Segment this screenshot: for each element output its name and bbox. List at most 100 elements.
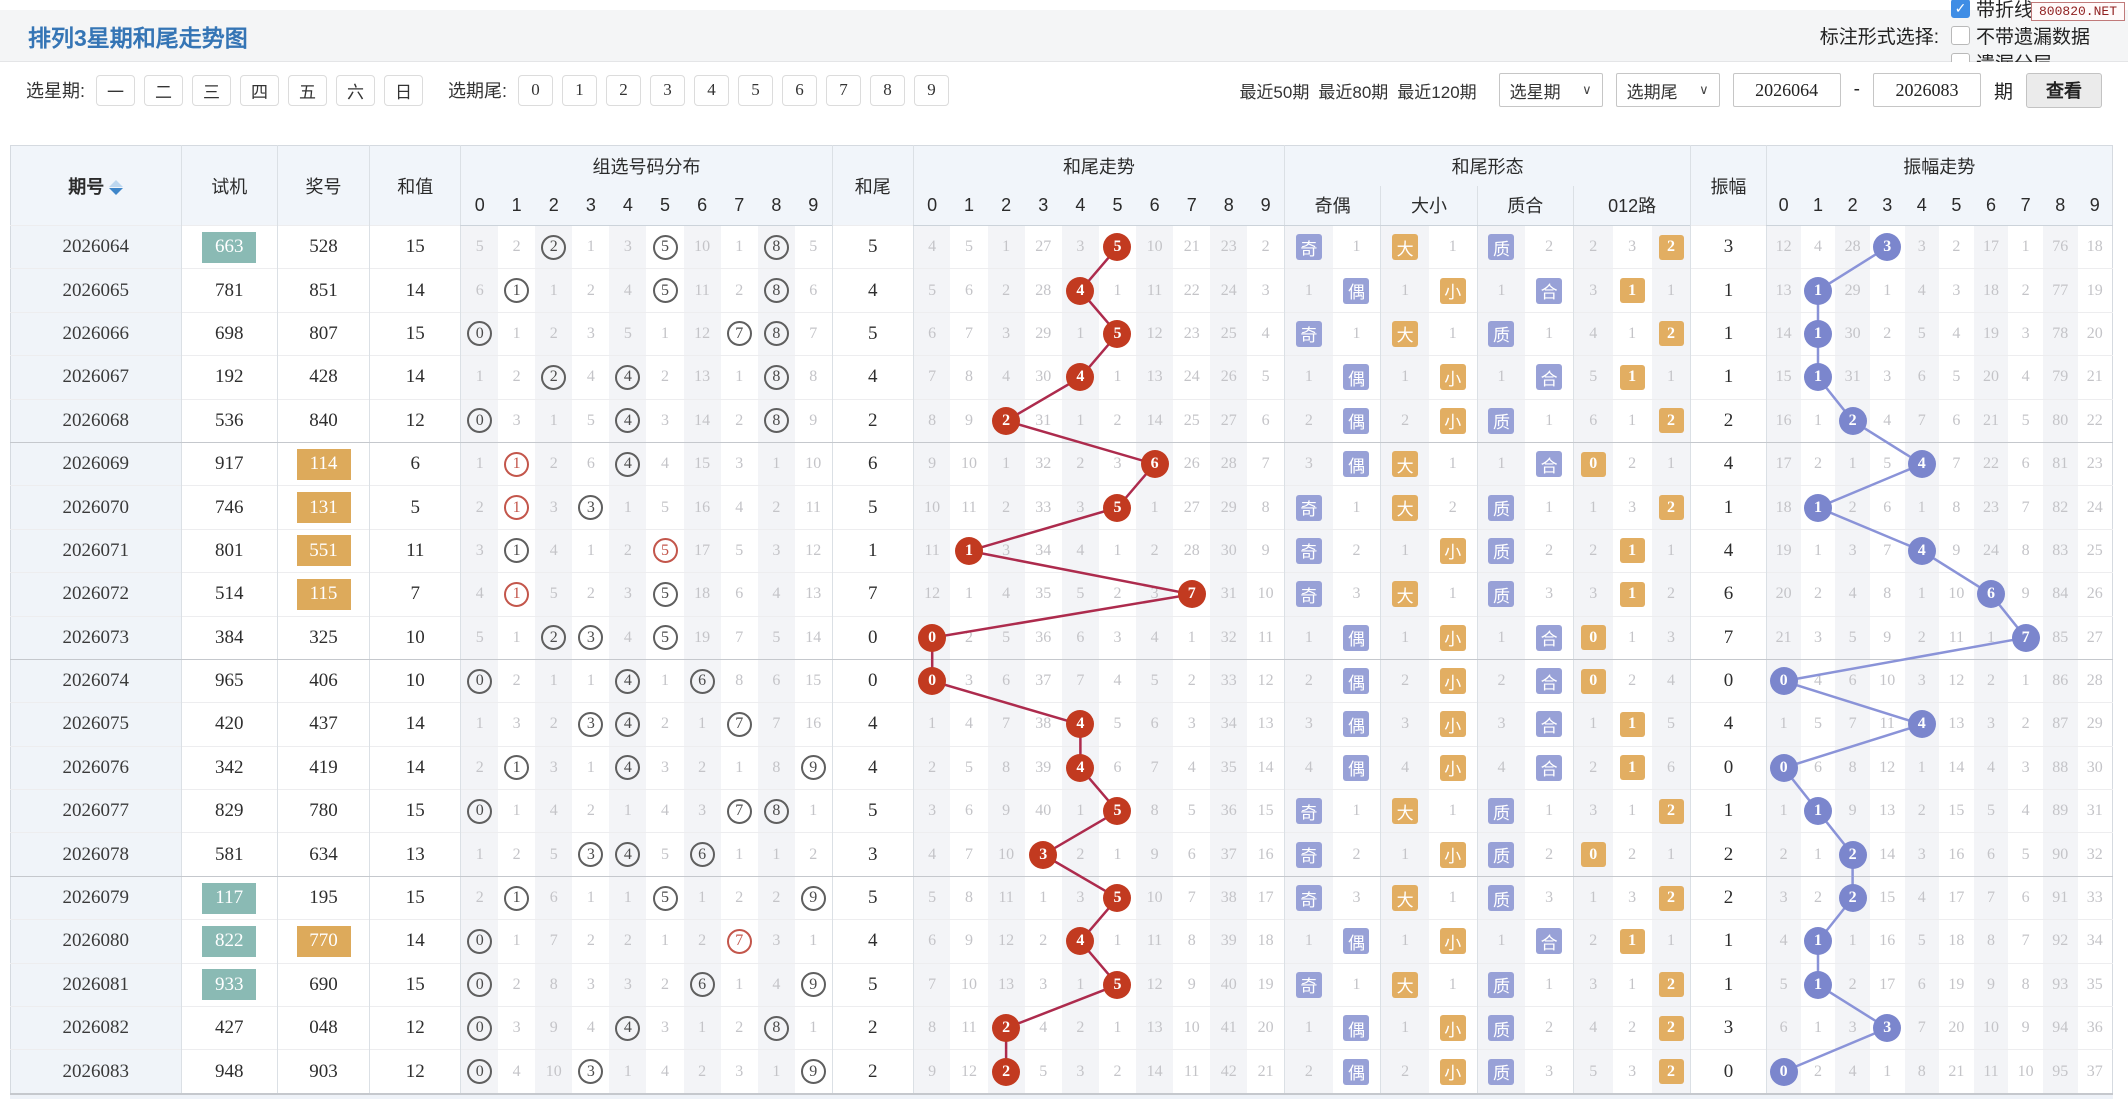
week-button-5[interactable]: 六 [336,74,376,106]
dist-cell-0: 2 [460,485,499,530]
amp-trend-cell-1: 1 [1800,528,1836,573]
tail-trend-cell-6: 3 [1136,572,1174,617]
dist-cell-1: 1 [498,789,536,833]
table-row: 2026075 420 437 14 1 3 2 3 4 2 1 7 7 16 4 1 4 7 38 4 5 6 3 34 13… [10,702,2113,747]
period-to-input[interactable] [1872,73,1981,107]
tail-trend-cell-0: 4 [912,832,951,877]
dist-cell-5: 5 [646,572,684,617]
sum-cell: 10 [369,615,461,660]
prize-number-cell: 115 [276,572,370,617]
tail-trend-cell-5: 2 [1098,398,1137,443]
size-cell-0: 大 [1380,224,1429,269]
tail-button-2[interactable]: 2 [606,74,642,106]
header-dist-digit-3: 3 [572,185,610,226]
tail-button-8[interactable]: 8 [870,74,906,106]
site-watermark: 800820.NET [2030,2,2125,21]
dist-cell-8: 3 [757,919,795,964]
dist-cell-0: 0 [460,789,499,833]
test-number-cell: 514 [180,572,278,617]
road-cell-1: 2 [1612,832,1652,877]
tail-trend-cell-5: 5 [1098,702,1137,747]
tail-trend-cell-6: 2 [1136,528,1174,573]
dist-cell-2: 1 [535,268,573,313]
size-cell-1: 1 [1428,572,1478,617]
tail-select[interactable]: 选期尾 ∨ [1615,73,1720,107]
parity-cell-1: 2 [1332,528,1381,573]
dist-cell-6: 2 [683,745,721,790]
period-from-input[interactable] [1732,73,1841,107]
amp-trend-cell-3: 4 [1869,398,1905,443]
checkbox-checked-icon[interactable]: ✓ [1950,0,1970,18]
tail-trend-cell-3: 32 [1024,441,1062,486]
prize-number-cell: 419 [276,745,370,790]
week-button-0[interactable]: 一 [96,74,136,106]
week-select[interactable]: 选星期 ∨ [1498,73,1603,107]
header-prime: 质合 [1476,185,1574,226]
amp-trend-cell-9: 37 [2077,1049,2113,1094]
amp-trend-cell-6: 1 [1973,615,2009,660]
tail-button-4[interactable]: 4 [694,74,730,106]
road-cell-1: 3 [1612,224,1652,269]
tail-trend-cell-4: 4 [1061,528,1099,573]
week-button-3[interactable]: 四 [240,74,280,106]
dist-cell-1: 1 [498,441,536,486]
dist-cell-6: 17 [683,528,721,573]
recent-link-2[interactable]: 最近120期 [1397,82,1477,102]
tail-trend-cell-2: 2 [987,1006,1025,1050]
tail-button-5[interactable]: 5 [738,74,774,106]
dist-cell-2: 5 [535,572,573,617]
tail-button-0[interactable]: 0 [518,74,554,106]
prime-cell-1: 合 [1525,919,1574,964]
dist-cell-3: 5 [572,398,610,443]
dist-cell-8: 8 [757,311,795,356]
tail-trend-cell-8: 24 [1210,268,1248,313]
week-button-1[interactable]: 二 [144,74,184,106]
parity-cell-0: 奇 [1283,875,1333,920]
recent-link-1[interactable]: 最近80期 [1318,82,1389,102]
recent-link-0[interactable]: 最近50期 [1239,82,1310,102]
tail-trend-cell-9: 16 [1247,832,1285,877]
header-period[interactable]: 期号 [10,145,182,226]
tail-trend-cell-7: 7 [1173,875,1211,920]
amp-trend-cell-7: 6 [2008,441,2043,486]
prime-cell-1: 合 [1525,702,1574,747]
amp-trend-cell-6: 2 [1973,658,2009,703]
amp-cell: 3 [1690,224,1767,269]
dist-cell-4: 2 [609,919,647,964]
annotation-option-1[interactable]: 不带遗漏数据 [1950,22,2090,49]
annotation-option-0[interactable]: ✓ 带折线 [1950,0,2090,22]
prime-cell-1: 2 [1525,528,1574,573]
tail-trend-cell-5: 1 [1098,1006,1137,1050]
week-button-2[interactable]: 三 [192,74,232,106]
amp-trend-cell-2: 31 [1835,355,1870,400]
tail-button-3[interactable]: 3 [650,74,686,106]
week-button-4[interactable]: 五 [288,74,328,106]
table-row: 2026083 948 903 12 0 4 10 3 1 4 2 3 1 9 2 9 12 2 5 3 2 14 11 42… [10,1049,2113,1094]
search-button[interactable]: 查看 [2026,72,2102,108]
tail-trend-cell-5: 3 [1098,441,1137,486]
week-button-6[interactable]: 日 [384,74,424,106]
road-cell-1: 2 [1612,1006,1652,1050]
size-cell-1: 小 [1428,919,1478,964]
tail-button-1[interactable]: 1 [562,74,598,106]
dist-cell-9: 2 [794,832,833,877]
table-row: 2026067 192 428 14 1 2 2 4 4 2 13 1 8 8 4 7 8 4 30 4 1 13 24 26… [10,355,2113,400]
tail-button-9[interactable]: 9 [914,74,950,106]
tail-button-7[interactable]: 7 [826,74,862,106]
header-tail-trend-digit-8: 8 [1210,185,1248,226]
tail-button-6[interactable]: 6 [782,74,818,106]
amp-trend-cell-4: 7 [1904,398,1940,443]
amp-trend-cell-5: 10 [1939,572,1974,617]
parity-cell-1: 2 [1332,832,1381,877]
amp-trend-cell-8: 77 [2042,268,2078,313]
amp-trend-cell-7: 7 [2008,919,2043,964]
dist-cell-2: 3 [535,745,573,790]
dist-cell-3: 3 [572,485,610,530]
amp-trend-cell-7: 3 [2008,311,2043,356]
table-row: 2026066 698 807 15 0 1 2 3 5 1 12 7 8 7 5 6 7 3 29 1 5 12 23 25… [10,311,2113,356]
dist-cell-9: 6 [794,268,833,313]
checkbox-unchecked-icon[interactable] [1950,26,1970,45]
dist-cell-3: 4 [572,355,610,400]
sort-icon[interactable] [109,180,124,196]
tail-trend-cell-0: 6 [912,919,951,964]
